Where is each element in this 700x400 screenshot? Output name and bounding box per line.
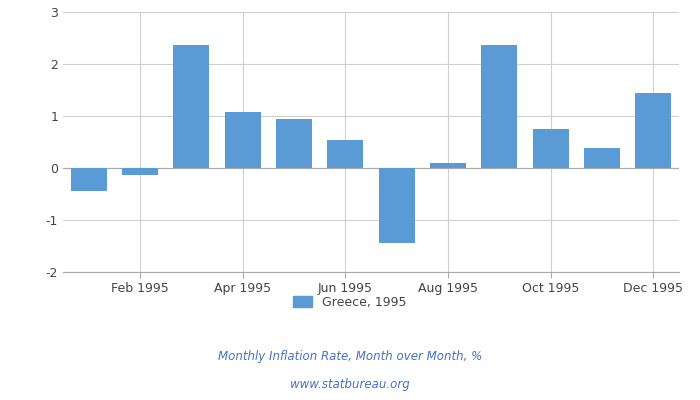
Bar: [533, 129, 568, 168]
Bar: [636, 92, 671, 168]
Bar: [225, 112, 260, 168]
Bar: [174, 45, 209, 168]
Text: www.statbureau.org: www.statbureau.org: [290, 378, 410, 391]
Bar: [482, 45, 517, 168]
Bar: [379, 168, 414, 243]
Bar: [328, 140, 363, 168]
Text: Monthly Inflation Rate, Month over Month, %: Monthly Inflation Rate, Month over Month…: [218, 350, 482, 363]
Bar: [584, 148, 620, 168]
Bar: [71, 168, 106, 191]
Bar: [276, 118, 312, 168]
Legend: Greece, 1995: Greece, 1995: [288, 291, 412, 314]
Bar: [430, 163, 466, 168]
Bar: [122, 168, 158, 175]
